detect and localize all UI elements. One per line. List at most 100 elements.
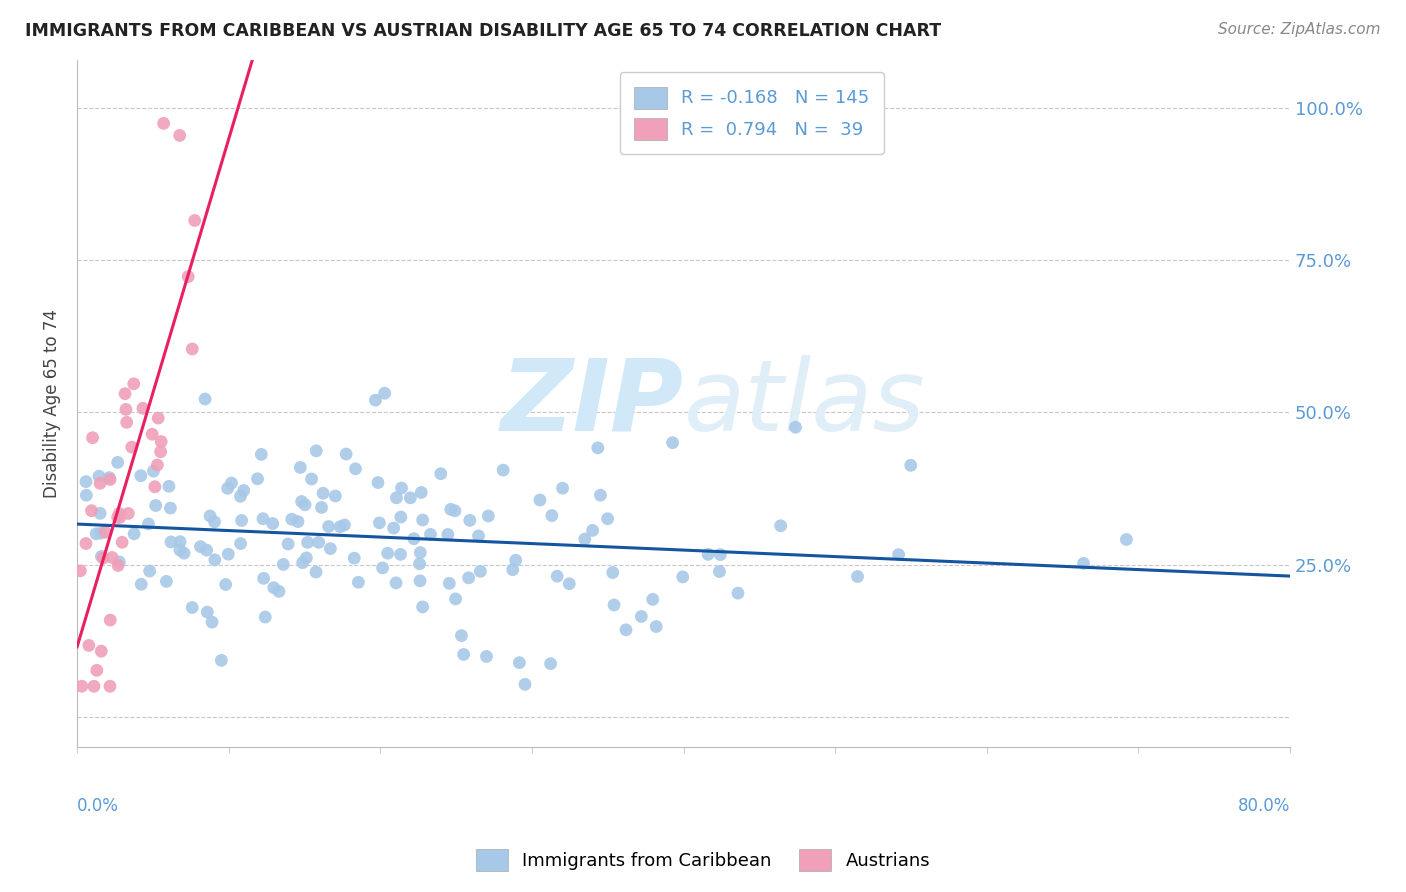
- Point: [409, 574, 432, 588]
- Point: [83, 679, 105, 693]
- Point: [343, 551, 366, 566]
- Point: [246, 472, 269, 486]
- Point: [122, 376, 145, 391]
- Point: [86, 663, 108, 677]
- Point: [391, 481, 413, 495]
- Point: [177, 269, 200, 284]
- Point: [540, 508, 562, 523]
- Point: [287, 515, 309, 529]
- Point: [273, 558, 295, 572]
- Point: [319, 541, 342, 556]
- Point: [77, 639, 100, 653]
- Point: [727, 586, 749, 600]
- Point: [129, 577, 152, 591]
- Point: [181, 342, 204, 356]
- Text: 80.0%: 80.0%: [1237, 797, 1291, 814]
- Point: [347, 575, 370, 590]
- Point: [173, 546, 195, 560]
- Point: [70, 679, 93, 693]
- Point: [98, 679, 121, 693]
- Point: [311, 500, 333, 515]
- Point: [444, 591, 467, 606]
- Point: [769, 518, 792, 533]
- Point: [201, 615, 224, 629]
- Point: [540, 657, 562, 671]
- Point: [318, 519, 340, 533]
- Point: [389, 547, 412, 561]
- Point: [169, 128, 191, 143]
- Point: [195, 543, 218, 558]
- Point: [107, 455, 129, 469]
- Point: [602, 566, 624, 580]
- Point: [160, 535, 183, 549]
- Point: [558, 576, 581, 591]
- Point: [115, 402, 138, 417]
- Point: [90, 526, 112, 541]
- Text: Source: ZipAtlas.com: Source: ZipAtlas.com: [1218, 22, 1381, 37]
- Point: [630, 609, 652, 624]
- Point: [399, 491, 422, 505]
- Point: [450, 629, 472, 643]
- Point: [254, 610, 277, 624]
- Point: [513, 677, 536, 691]
- Point: [603, 598, 626, 612]
- Point: [98, 613, 121, 627]
- Point: [148, 411, 170, 425]
- Point: [458, 513, 481, 527]
- Point: [586, 441, 609, 455]
- Point: [115, 415, 138, 429]
- Point: [408, 557, 430, 571]
- Point: [221, 476, 243, 491]
- Point: [181, 600, 204, 615]
- Point: [159, 501, 181, 516]
- Point: [641, 592, 664, 607]
- Point: [138, 564, 160, 578]
- Point: [215, 577, 238, 591]
- Point: [198, 508, 221, 523]
- Point: [150, 434, 173, 449]
- Point: [117, 507, 139, 521]
- Point: [253, 571, 276, 585]
- Point: [308, 535, 330, 549]
- Point: [887, 548, 910, 562]
- Point: [108, 555, 131, 569]
- Point: [295, 550, 318, 565]
- Point: [229, 536, 252, 550]
- Point: [143, 480, 166, 494]
- Point: [263, 581, 285, 595]
- Point: [1073, 557, 1095, 571]
- Point: [184, 213, 207, 227]
- Point: [672, 570, 695, 584]
- Point: [121, 440, 143, 454]
- Point: [91, 551, 114, 566]
- Point: [412, 599, 434, 614]
- Point: [574, 532, 596, 546]
- Point: [305, 565, 328, 579]
- Point: [98, 473, 121, 487]
- Point: [546, 569, 568, 583]
- Point: [596, 512, 619, 526]
- Point: [195, 605, 218, 619]
- Point: [325, 489, 347, 503]
- Point: [900, 458, 922, 473]
- Point: [82, 431, 104, 445]
- Point: [846, 569, 869, 583]
- Point: [217, 547, 239, 561]
- Point: [382, 521, 405, 535]
- Point: [114, 386, 136, 401]
- Point: [84, 526, 107, 541]
- Point: [440, 502, 463, 516]
- Point: [169, 543, 191, 558]
- Point: [94, 525, 117, 540]
- Point: [90, 644, 112, 658]
- Point: [294, 498, 316, 512]
- Point: [344, 462, 367, 476]
- Point: [1115, 533, 1137, 547]
- Point: [108, 507, 131, 521]
- Point: [252, 511, 274, 525]
- Point: [262, 516, 284, 531]
- Point: [402, 532, 425, 546]
- Legend: Immigrants from Caribbean, Austrians: Immigrants from Caribbean, Austrians: [468, 842, 938, 879]
- Point: [436, 527, 458, 541]
- Point: [508, 656, 530, 670]
